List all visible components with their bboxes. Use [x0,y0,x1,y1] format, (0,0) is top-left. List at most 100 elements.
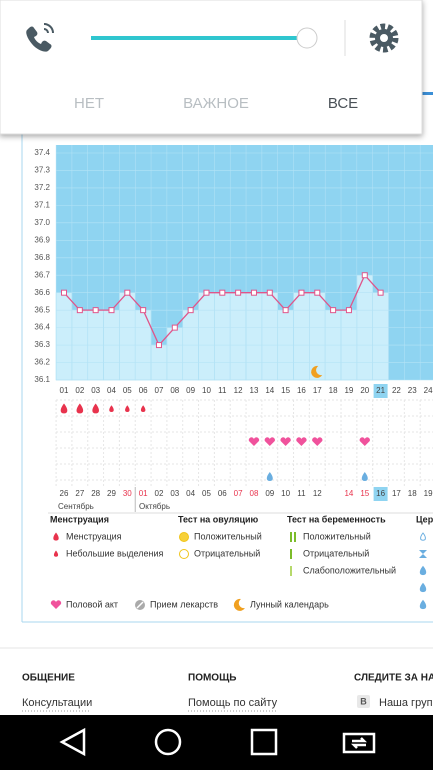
settings-icon[interactable] [369,23,399,53]
footer-link[interactable]: Наша груп [379,697,433,709]
temperature-point[interactable] [361,272,368,279]
x-tick-label: 16 [297,386,306,395]
temperature-point[interactable] [92,307,99,314]
back-button[interactable] [59,727,86,757]
heart-icon [312,437,323,446]
y-tick-label: 36.3 [34,340,50,349]
drop-icon [53,532,59,541]
column [119,292,136,381]
x-tick-label: 08 [170,386,179,395]
column [229,292,247,381]
phone-icon[interactable] [26,23,54,52]
temperature-point[interactable] [314,289,321,296]
drop-icon [109,405,114,412]
tab[interactable]: НЕТ [74,95,104,112]
drop-icon [419,565,427,576]
pill-line [136,601,144,609]
y-tick-label: 36.4 [34,323,50,332]
date-label: 16 [376,489,385,498]
legend-title: Тест на овуляцию [178,514,259,524]
date-label: 17 [392,489,401,498]
column [198,292,215,381]
x-tick-label: 07 [155,386,164,395]
wave [43,23,54,34]
temperature-point[interactable] [187,307,194,314]
column [293,292,310,381]
drop-icon [76,403,84,414]
temperature-point[interactable] [250,289,257,296]
x-tick-label: 12 [234,386,243,395]
temperature-point[interactable] [108,307,115,314]
y-tick-label: 36.6 [34,288,50,297]
temperature-point[interactable] [219,289,226,296]
x-tick-label: 10 [202,386,211,395]
date-label: 01 [139,489,148,498]
wave [43,28,49,34]
vk-badge [357,695,370,708]
footer-link[interactable]: Консультации [22,697,92,709]
x-tick-label: 24 [424,386,433,395]
x-tick-label: 03 [91,386,100,395]
arrows [350,737,368,749]
temperature-point[interactable] [282,307,289,314]
temperature-point[interactable] [266,289,273,296]
x-tick-label: 09 [186,386,195,395]
y-tick-label: 36.1 [34,375,50,384]
month-label: Сентябрь [58,502,94,511]
legend-item: Прием лекарств [150,599,218,609]
temperature-point[interactable] [76,307,83,314]
x-tick-label: 01 [60,386,69,395]
footer-title: СЛЕДИТЕ ЗА НА [354,673,433,684]
temperature-point[interactable] [61,289,67,296]
y-tick-label: 37.3 [34,166,50,175]
date-label: 27 [75,489,84,498]
y-tick-label: 37.0 [34,218,50,227]
temperature-point[interactable] [235,289,242,296]
drop-icon [125,405,130,412]
moon-icon [233,598,245,611]
date-label: 02 [155,489,164,498]
legend-item: Положительный [194,531,262,541]
heart-icon [50,600,62,609]
legend-title: Тест на беременность [287,514,386,524]
date-label: 28 [91,489,100,498]
heart-icon [248,437,260,446]
y-tick-label: 36.8 [34,253,50,262]
drop-icon [60,403,68,414]
temperature-point[interactable] [298,289,305,296]
home-button[interactable] [154,728,182,756]
moon-icon [311,365,323,378]
temperature-point[interactable] [203,289,210,296]
date-label: 14 [344,489,353,498]
temperature-point[interactable] [140,307,147,314]
frame [342,732,376,754]
pregnancy-icon [290,532,292,542]
legend-item: Положительный [303,531,371,541]
temperature-point[interactable] [124,289,131,296]
switch-button[interactable] [342,732,376,754]
drop-icon [361,472,368,481]
temperature-point[interactable] [330,307,337,314]
temperature-point[interactable] [345,307,352,314]
heart-icon [280,437,291,446]
column [245,292,263,381]
temperature-point[interactable] [171,324,178,331]
tab[interactable]: ВСЕ [328,95,358,112]
footer-link[interactable]: Помощь по сайту [188,697,278,709]
temperature-point[interactable] [377,289,384,296]
gear-teeth [369,23,399,53]
drop-icon [266,472,273,481]
vk-badge-text: В [360,696,367,706]
recents-button[interactable] [250,728,278,756]
legend-item: Отрицательный [303,548,369,558]
x-tick-label: 15 [281,386,290,395]
tab[interactable]: ВАЖНОЕ [183,95,249,112]
date-label: 19 [424,489,433,498]
month-label: Октябрь [139,502,170,511]
x-tick-label: 11 [218,386,227,395]
drop-icon [92,403,99,414]
date-label: 12 [313,489,322,498]
slider-knob[interactable] [296,27,318,49]
temperature-point[interactable] [155,342,162,349]
